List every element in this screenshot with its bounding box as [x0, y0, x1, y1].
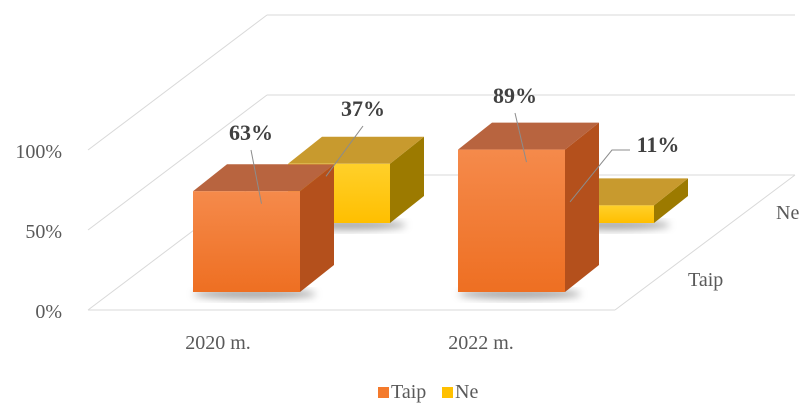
bar-top-ne-2020 [288, 136, 424, 164]
depth-label-ne: Ne [776, 202, 799, 224]
gridline-mid-side [87, 94, 268, 231]
data-label-ne-2022: 11% [637, 132, 680, 157]
leader-taip-2020 [250, 149, 262, 204]
y-tick-label-0: 0% [35, 301, 62, 323]
leader-taip-2022 [514, 112, 527, 163]
legend: Taip Ne [378, 381, 478, 403]
legend-label-ne: Ne [455, 381, 478, 403]
bar-top-taip-2020 [193, 164, 334, 192]
legend-swatch-ne [442, 387, 453, 398]
bar-top-taip-2022 [458, 122, 599, 150]
bar-side-ne-2020 [390, 136, 424, 223]
depth-label-taip: Taip [688, 269, 723, 291]
leader-ne-2020 [325, 125, 364, 177]
floor-right-edge [614, 174, 796, 311]
leader-ne-2022 [569, 149, 630, 203]
data-labels: 37% 11% 63% 89% [229, 83, 679, 204]
bar-side-taip-2022 [565, 122, 599, 292]
x-tick-label-2020: 2020 m. [185, 332, 251, 354]
x-tick-label-2022: 2022 m. [448, 332, 514, 354]
bar-taip-2022 [458, 149, 565, 292]
bar-side-taip-2020 [300, 164, 334, 292]
legend-swatch-taip [378, 387, 389, 398]
legend-label-taip: Taip [391, 381, 426, 403]
data-label-ne-2020: 37% [341, 96, 385, 121]
bar-taip-2020 [193, 191, 300, 292]
data-label-taip-2020: 63% [229, 120, 273, 145]
gridline-top-side [87, 14, 268, 151]
y-tick-label-50: 50% [25, 221, 62, 243]
bar-side-ne-2022 [654, 178, 688, 223]
data-label-taip-2022: 89% [493, 83, 537, 108]
y-tick-label-100: 100% [15, 141, 62, 163]
bars [193, 122, 688, 299]
